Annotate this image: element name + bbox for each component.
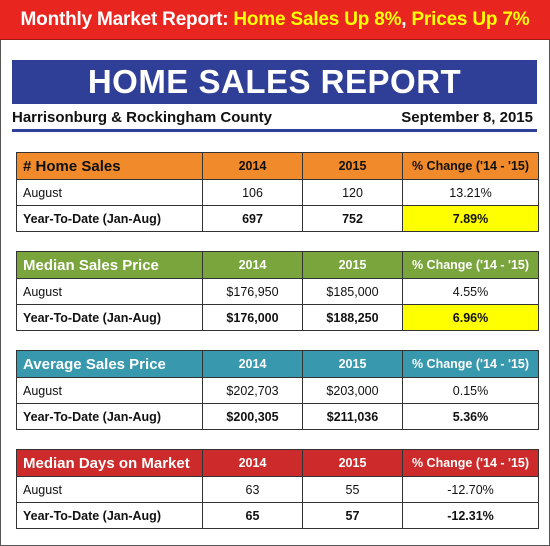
value-2014: 697 (202, 205, 303, 232)
row-label: Year-To-Date (Jan-Aug) (16, 502, 203, 529)
value-2015: 752 (302, 205, 403, 232)
column-header-2015: 2015 (302, 350, 403, 378)
value-2015: $211,036 (302, 403, 403, 430)
value-change: -12.31% (402, 502, 539, 529)
table-header-row: Median Sales Price 2014 2015 % Change ('… (16, 251, 539, 279)
value-2014: 63 (202, 476, 303, 503)
row-label: August (16, 476, 203, 503)
row-label: Year-To-Date (Jan-Aug) (16, 205, 203, 232)
table-header-label: Median Days on Market (16, 449, 203, 477)
column-header-2014: 2014 (202, 251, 303, 279)
table-row: Year-To-Date (Jan-Aug) 697 752 7.89% (16, 205, 539, 232)
value-change: -12.70% (402, 476, 539, 503)
banner-text-lead: Monthly Market Report: (20, 9, 234, 30)
home-sales-table: # Home Sales 2014 2015 % Change ('14 - '… (16, 152, 539, 232)
average-sales-price-table: Average Sales Price 2014 2015 % Change (… (16, 350, 539, 430)
report-banner: Monthly Market Report: Home Sales Up 8%,… (0, 0, 550, 40)
table-row: August $202,703 $203,000 0.15% (16, 377, 539, 404)
column-header-2015: 2015 (302, 251, 403, 279)
row-label: August (16, 377, 203, 404)
value-change: 0.15% (402, 377, 539, 404)
row-label: August (16, 278, 203, 305)
value-2014: $202,703 (202, 377, 303, 404)
table-row: August 106 120 13.21% (16, 179, 539, 206)
column-header-change: % Change ('14 - '15) (402, 350, 539, 378)
row-label: Year-To-Date (Jan-Aug) (16, 304, 203, 331)
value-change-highlighted: 6.96% (402, 304, 539, 331)
table-row: Year-To-Date (Jan-Aug) $200,305 $211,036… (16, 403, 539, 430)
median-days-on-market-table: Median Days on Market 2014 2015 % Change… (16, 449, 539, 529)
table-header-row: # Home Sales 2014 2015 % Change ('14 - '… (16, 152, 539, 180)
median-sales-price-table: Median Sales Price 2014 2015 % Change ('… (16, 251, 539, 331)
value-2015: $188,250 (302, 304, 403, 331)
table-header-label: # Home Sales (16, 152, 203, 180)
table-header-label: Median Sales Price (16, 251, 203, 279)
value-2015: 120 (302, 179, 403, 206)
value-2014: 106 (202, 179, 303, 206)
table-header-label: Average Sales Price (16, 350, 203, 378)
banner-text-separator: , (401, 9, 412, 30)
table-header-row: Average Sales Price 2014 2015 % Change (… (16, 350, 539, 378)
value-change: 4.55% (402, 278, 539, 305)
column-header-change: % Change ('14 - '15) (402, 251, 539, 279)
table-row: August $176,950 $185,000 4.55% (16, 278, 539, 305)
column-header-2014: 2014 (202, 449, 303, 477)
row-label: August (16, 179, 203, 206)
value-2015: $185,000 (302, 278, 403, 305)
column-header-2015: 2015 (302, 152, 403, 180)
value-2015: $203,000 (302, 377, 403, 404)
value-2014: $176,000 (202, 304, 303, 331)
column-header-change: % Change ('14 - '15) (402, 449, 539, 477)
column-header-2014: 2014 (202, 350, 303, 378)
column-header-2014: 2014 (202, 152, 303, 180)
banner-text-prices: Prices Up 7% (411, 9, 530, 30)
report-subheader: Harrisonburg & Rockingham County Septemb… (12, 106, 537, 132)
table-row: Year-To-Date (Jan-Aug) 65 57 -12.31% (16, 502, 539, 529)
column-header-2015: 2015 (302, 449, 403, 477)
report-region: Harrisonburg & Rockingham County (12, 109, 273, 126)
report-date: September 8, 2015 (401, 109, 533, 126)
value-change: 13.21% (402, 179, 539, 206)
table-header-row: Median Days on Market 2014 2015 % Change… (16, 449, 539, 477)
value-2014: $176,950 (202, 278, 303, 305)
value-2014: 65 (202, 502, 303, 529)
report-title: HOME SALES REPORT (12, 60, 537, 104)
value-change: 5.36% (402, 403, 539, 430)
column-header-change: % Change ('14 - '15) (402, 152, 539, 180)
table-row: Year-To-Date (Jan-Aug) $176,000 $188,250… (16, 304, 539, 331)
banner-text-home-sales: Home Sales Up 8% (233, 9, 402, 30)
value-2015: 57 (302, 502, 403, 529)
table-row: August 63 55 -12.70% (16, 476, 539, 503)
row-label: Year-To-Date (Jan-Aug) (16, 403, 203, 430)
value-change-highlighted: 7.89% (402, 205, 539, 232)
value-2014: $200,305 (202, 403, 303, 430)
value-2015: 55 (302, 476, 403, 503)
